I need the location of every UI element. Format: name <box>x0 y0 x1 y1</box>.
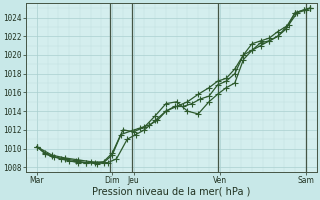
X-axis label: Pression niveau de la mer( hPa ): Pression niveau de la mer( hPa ) <box>92 187 251 197</box>
